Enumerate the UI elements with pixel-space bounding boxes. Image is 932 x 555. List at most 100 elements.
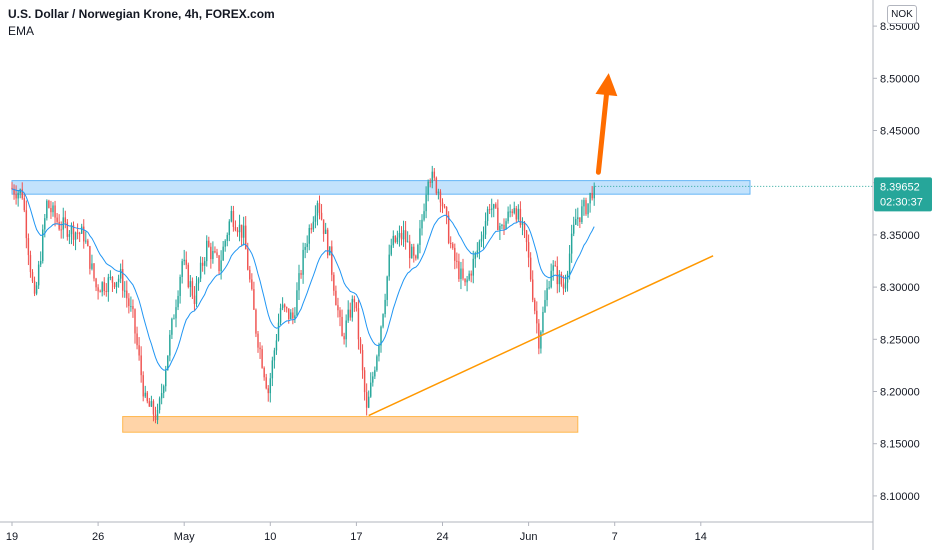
zones — [11, 180, 751, 433]
candle-body — [464, 278, 466, 283]
y-tick-label: 8.25000 — [880, 334, 920, 346]
candle-body — [76, 232, 79, 234]
candle-body — [212, 251, 214, 260]
candle-body — [552, 265, 554, 271]
candle-body — [468, 273, 470, 280]
candle-body — [273, 350, 276, 361]
candle-body — [111, 276, 114, 283]
candle-body — [83, 226, 85, 242]
drawings — [368, 73, 873, 417]
candle-body — [91, 263, 93, 269]
candle-body — [117, 278, 120, 283]
candle-body — [562, 284, 565, 289]
candle-body — [50, 207, 52, 213]
candle-body — [316, 203, 319, 216]
candle-body — [201, 262, 204, 266]
candle-body — [62, 217, 64, 230]
candle-body — [536, 310, 538, 324]
candle-body — [423, 211, 425, 220]
candle-body — [154, 414, 157, 421]
candle-body — [478, 241, 481, 251]
candle-body — [115, 282, 118, 288]
candle-body — [534, 299, 536, 311]
candle-body — [472, 258, 474, 276]
candle-body — [167, 355, 169, 371]
candle-body — [31, 272, 34, 282]
candle-body — [244, 225, 247, 250]
support-zone — [122, 416, 579, 433]
candle-body — [101, 282, 103, 293]
candle-body — [347, 309, 349, 321]
candle-body — [187, 264, 190, 288]
candle-body — [146, 392, 149, 402]
candle-body — [210, 246, 212, 260]
candle-body — [37, 264, 40, 286]
candle-body — [279, 308, 282, 323]
candle-body — [228, 221, 231, 236]
candle-body — [56, 217, 58, 222]
candle-body — [511, 211, 513, 213]
candle-body — [85, 240, 87, 242]
candle-body — [421, 219, 423, 229]
candle-body — [271, 360, 274, 379]
candle-body — [497, 207, 499, 231]
candle-body — [591, 192, 593, 199]
candle-body — [458, 261, 460, 279]
symbol-title[interactable]: U.S. Dollar / Norwegian Krone, 4h, FOREX… — [8, 7, 275, 21]
candle-body — [509, 211, 511, 213]
candle-body — [298, 273, 300, 291]
candle-body — [23, 198, 26, 211]
candle-body — [206, 240, 208, 262]
candle-body — [400, 232, 403, 240]
candle-body — [351, 298, 354, 318]
candle-body — [413, 246, 415, 256]
candle-body — [589, 192, 591, 204]
candle-body — [572, 224, 575, 234]
candles — [11, 165, 595, 425]
candle-body — [64, 217, 67, 223]
candle-body — [335, 290, 337, 306]
candle-body — [353, 298, 356, 303]
price-tag — [874, 177, 932, 212]
y-tick-label: 8.50000 — [880, 73, 920, 85]
candle-body — [128, 298, 130, 307]
candle-body — [234, 226, 237, 231]
candle-body — [480, 238, 483, 242]
candle-body — [214, 251, 216, 253]
candle-body — [304, 246, 306, 250]
candle-body — [134, 309, 136, 334]
candle-body — [331, 246, 333, 275]
candle-body — [355, 302, 358, 309]
candle-body — [269, 378, 272, 394]
candle-body — [482, 234, 485, 239]
candle-body — [460, 268, 462, 279]
x-tick-label: 26 — [92, 531, 104, 543]
candle-body — [283, 304, 286, 308]
candle-body — [447, 215, 450, 244]
candle-body — [263, 367, 265, 378]
candle-body — [429, 181, 431, 183]
arrow-shaft — [595, 92, 609, 175]
currency-badge[interactable]: NOK — [887, 5, 917, 24]
y-tick-label: 8.35000 — [880, 230, 920, 242]
y-tick-label: 8.10000 — [880, 491, 920, 503]
candle-body — [490, 208, 493, 210]
candle-body — [564, 282, 567, 289]
candle-body — [499, 225, 501, 231]
indicator-label[interactable]: EMA — [8, 24, 35, 38]
candle-body — [425, 194, 427, 212]
candle-body — [577, 217, 579, 220]
candle-body — [247, 249, 249, 270]
candle-body — [232, 210, 235, 227]
candle-body — [158, 398, 161, 410]
candle-body — [165, 370, 167, 387]
candle-body — [523, 222, 526, 231]
candle-body — [437, 191, 440, 194]
candle-body — [124, 290, 126, 292]
candle-body — [470, 273, 472, 276]
candle-body — [431, 171, 433, 183]
arrow-head — [595, 73, 618, 97]
candle-body — [324, 229, 327, 234]
